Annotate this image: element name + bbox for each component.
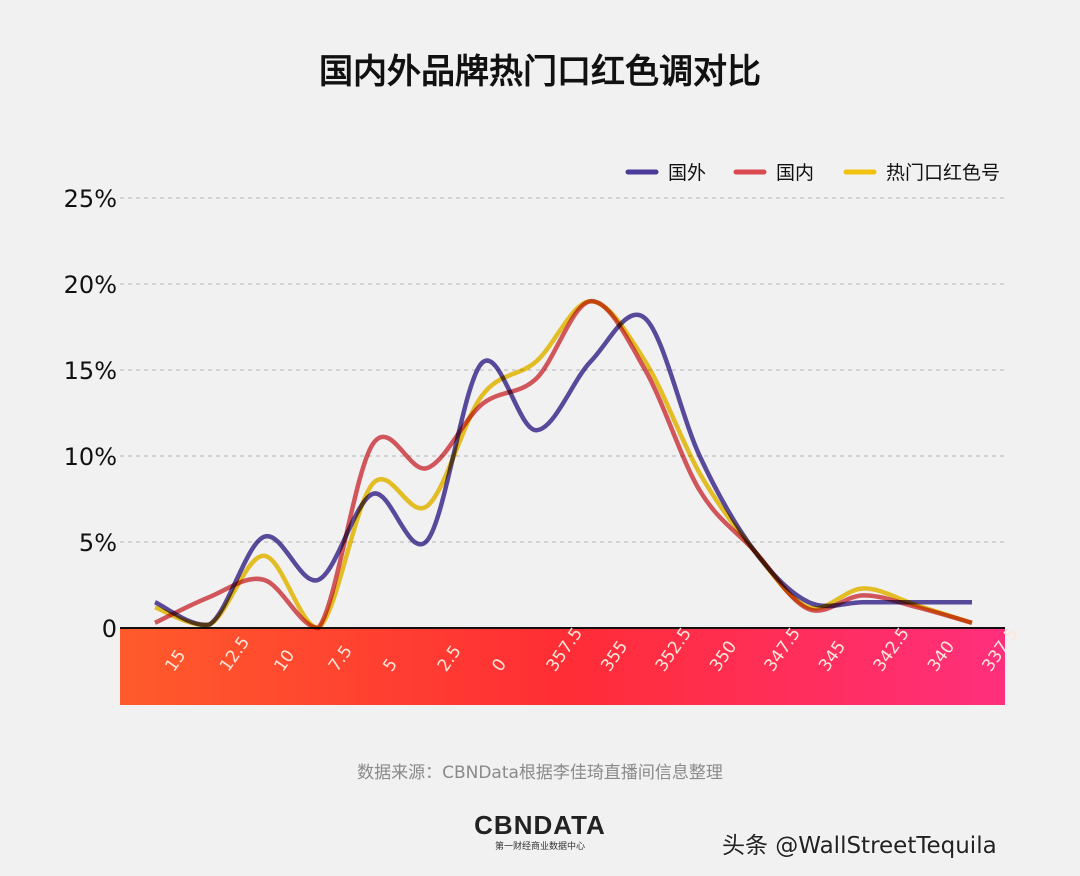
toutiao-credit: 头条 @WallStreetTequila xyxy=(722,833,997,859)
y-tick-label: 25% xyxy=(64,185,117,213)
legend-label: 热门口红色号 xyxy=(886,162,1000,184)
y-tick-label: 0 xyxy=(102,615,117,643)
chart-title: 国内外品牌热门口红色调对比 xyxy=(319,52,761,92)
series-line-2 xyxy=(154,298,973,631)
logo-tagline: 第一财经商业数据中心 xyxy=(494,842,585,852)
hue-color-band xyxy=(120,628,1005,705)
cbndata-logo: CBNDATA 第一财经商业数据中心 xyxy=(470,810,610,852)
y-tick-label: 10% xyxy=(64,443,117,471)
y-tick-label: 5% xyxy=(79,529,117,557)
legend-label: 国内 xyxy=(776,162,814,184)
series-line-0 xyxy=(153,312,972,627)
y-tick-label: 15% xyxy=(64,357,117,385)
legend-label: 国外 xyxy=(668,162,706,184)
y-tick-label: 20% xyxy=(64,271,117,299)
series-line-1 xyxy=(154,298,973,631)
logo-name: CBNDATA xyxy=(474,810,606,840)
data-source-note: 数据来源：CBNData根据李佳琦直播间信息整理 xyxy=(357,763,723,783)
